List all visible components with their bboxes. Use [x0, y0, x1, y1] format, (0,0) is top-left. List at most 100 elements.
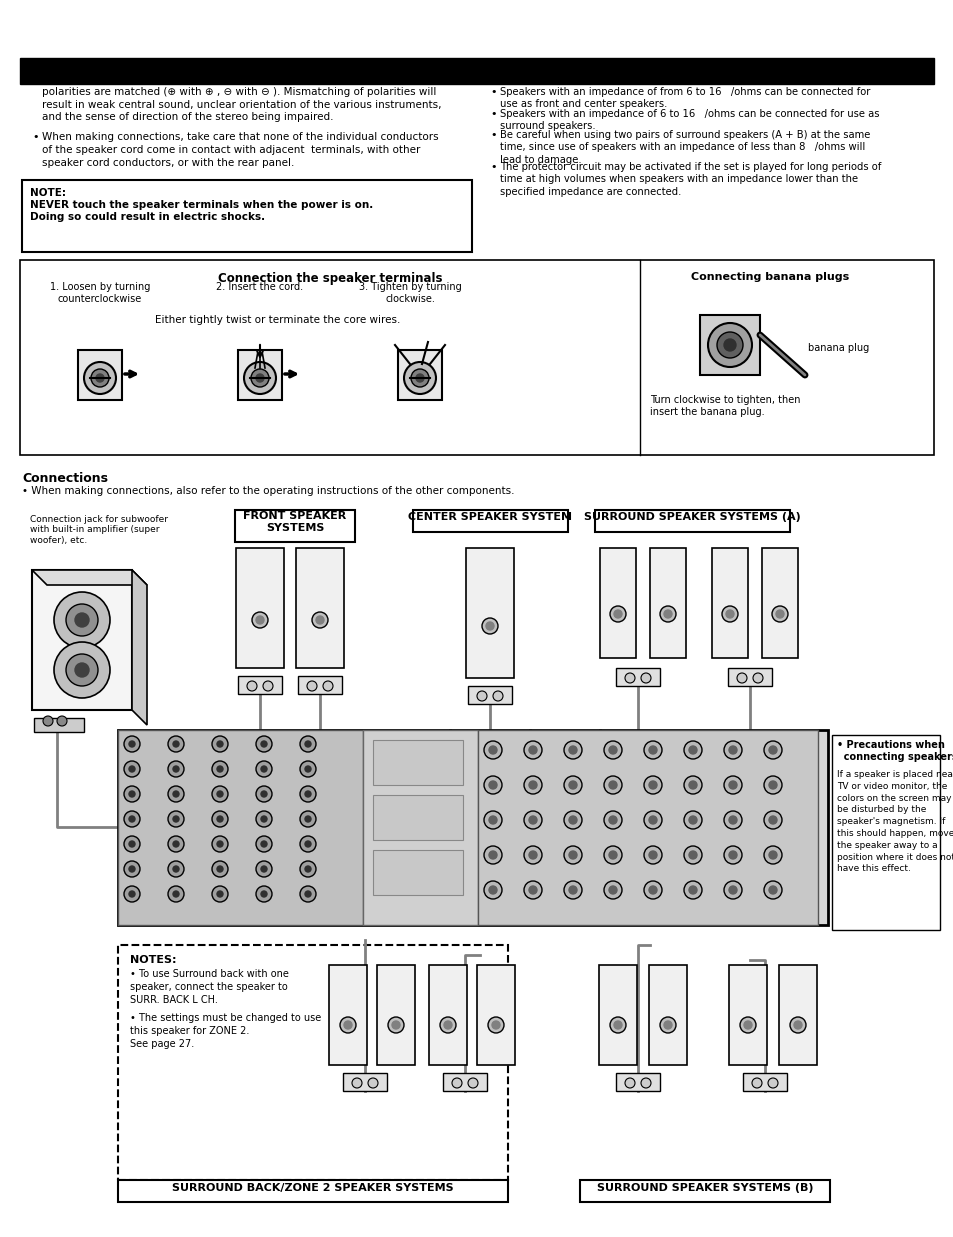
Circle shape	[172, 816, 179, 823]
Text: SURROUND BACK/ZONE 2 SPEAKER SYSTEMS: SURROUND BACK/ZONE 2 SPEAKER SYSTEMS	[172, 1190, 454, 1200]
Circle shape	[84, 362, 116, 395]
Bar	[295, 548, 344, 668]
Text: • To use Surround back with one
speaker, connect the speaker to
SURR. BACK L CH.: • To use Surround back with one speaker,…	[130, 969, 289, 1006]
Circle shape	[529, 851, 537, 858]
Bar	[742, 1072, 786, 1091]
Circle shape	[124, 761, 140, 777]
Circle shape	[640, 673, 650, 683]
Circle shape	[721, 606, 738, 622]
Circle shape	[688, 746, 697, 755]
Circle shape	[483, 846, 501, 863]
Circle shape	[129, 891, 135, 897]
Circle shape	[255, 861, 272, 877]
Circle shape	[717, 332, 742, 357]
Circle shape	[129, 866, 135, 872]
Circle shape	[529, 886, 537, 894]
Circle shape	[172, 741, 179, 747]
Circle shape	[483, 811, 501, 829]
Circle shape	[305, 816, 311, 823]
Circle shape	[728, 746, 737, 755]
Circle shape	[312, 612, 328, 628]
Text: +   -: + -	[746, 1075, 764, 1084]
Circle shape	[683, 881, 701, 899]
Circle shape	[305, 841, 311, 847]
Circle shape	[609, 606, 625, 622]
Text: •: •	[32, 132, 38, 142]
Text: Either tightly twist or terminate the core wires.: Either tightly twist or terminate the co…	[154, 315, 400, 325]
Bar	[22, 181, 472, 252]
Circle shape	[568, 816, 577, 824]
Bar	[234, 510, 355, 542]
Circle shape	[603, 741, 621, 760]
Text: SURROUND SPEAKER SYSTEMS (B): SURROUND SPEAKER SYSTEMS (B)	[584, 1190, 801, 1200]
Text: +   -: + -	[447, 1075, 464, 1084]
Circle shape	[723, 881, 741, 899]
Text: 2. Insert the cord.: 2. Insert the cord.	[216, 282, 303, 292]
Circle shape	[255, 736, 272, 752]
Bar	[237, 350, 282, 400]
Circle shape	[768, 781, 776, 789]
Circle shape	[624, 673, 635, 683]
Circle shape	[485, 622, 494, 630]
Circle shape	[488, 1017, 503, 1033]
Circle shape	[339, 1017, 355, 1033]
Circle shape	[452, 1077, 461, 1089]
Circle shape	[439, 1017, 456, 1033]
Bar	[363, 730, 477, 925]
Circle shape	[563, 846, 581, 863]
Circle shape	[54, 642, 110, 698]
Bar	[373, 850, 462, 896]
Text: •: •	[490, 87, 496, 96]
Text: Connection the speaker terminals: Connection the speaker terminals	[217, 272, 442, 285]
Circle shape	[212, 736, 228, 752]
Circle shape	[643, 776, 661, 794]
Circle shape	[129, 790, 135, 797]
Circle shape	[261, 841, 267, 847]
Circle shape	[168, 836, 184, 852]
Circle shape	[481, 618, 497, 635]
Text: IMPEDANCE: IMPEDANCE	[578, 910, 615, 915]
Circle shape	[763, 811, 781, 829]
Polygon shape	[32, 570, 147, 585]
Bar	[579, 1180, 829, 1202]
Circle shape	[307, 682, 316, 691]
Circle shape	[129, 766, 135, 772]
Circle shape	[767, 1077, 778, 1089]
Bar	[118, 730, 363, 925]
Circle shape	[763, 741, 781, 760]
Circle shape	[129, 741, 135, 747]
Bar	[413, 510, 567, 532]
Text: If a speaker is placed near a
TV or video monitor, the
colors on the screen may
: If a speaker is placed near a TV or vide…	[836, 769, 953, 873]
Circle shape	[648, 816, 657, 824]
Circle shape	[688, 816, 697, 824]
Circle shape	[624, 1077, 635, 1089]
Text: +   -: + -	[302, 678, 319, 687]
Polygon shape	[132, 570, 147, 725]
Circle shape	[416, 374, 423, 382]
Circle shape	[305, 766, 311, 772]
Text: banana plug: banana plug	[807, 343, 868, 353]
Bar	[442, 1072, 486, 1091]
Bar	[32, 570, 132, 710]
Circle shape	[648, 851, 657, 858]
Bar	[235, 548, 284, 668]
Circle shape	[216, 891, 223, 897]
Bar	[34, 717, 84, 732]
Circle shape	[352, 1077, 361, 1089]
Circle shape	[643, 741, 661, 760]
Circle shape	[771, 606, 787, 622]
Text: SPEAKER IMP.: SPEAKER IMP.	[523, 910, 565, 915]
Circle shape	[529, 746, 537, 755]
Text: SURROUND BACK/ZONE 2 SPEAKER SYSTEMS: SURROUND BACK/ZONE 2 SPEAKER SYSTEMS	[172, 1183, 454, 1192]
Circle shape	[768, 886, 776, 894]
Circle shape	[305, 741, 311, 747]
Bar	[20, 58, 933, 84]
Bar	[373, 740, 462, 785]
Circle shape	[216, 841, 223, 847]
Circle shape	[344, 1021, 352, 1029]
Circle shape	[305, 790, 311, 797]
Text: NEVER touch the speaker terminals when the power is on.: NEVER touch the speaker terminals when t…	[30, 200, 373, 210]
Circle shape	[483, 741, 501, 760]
Bar	[831, 735, 939, 930]
Circle shape	[255, 836, 272, 852]
